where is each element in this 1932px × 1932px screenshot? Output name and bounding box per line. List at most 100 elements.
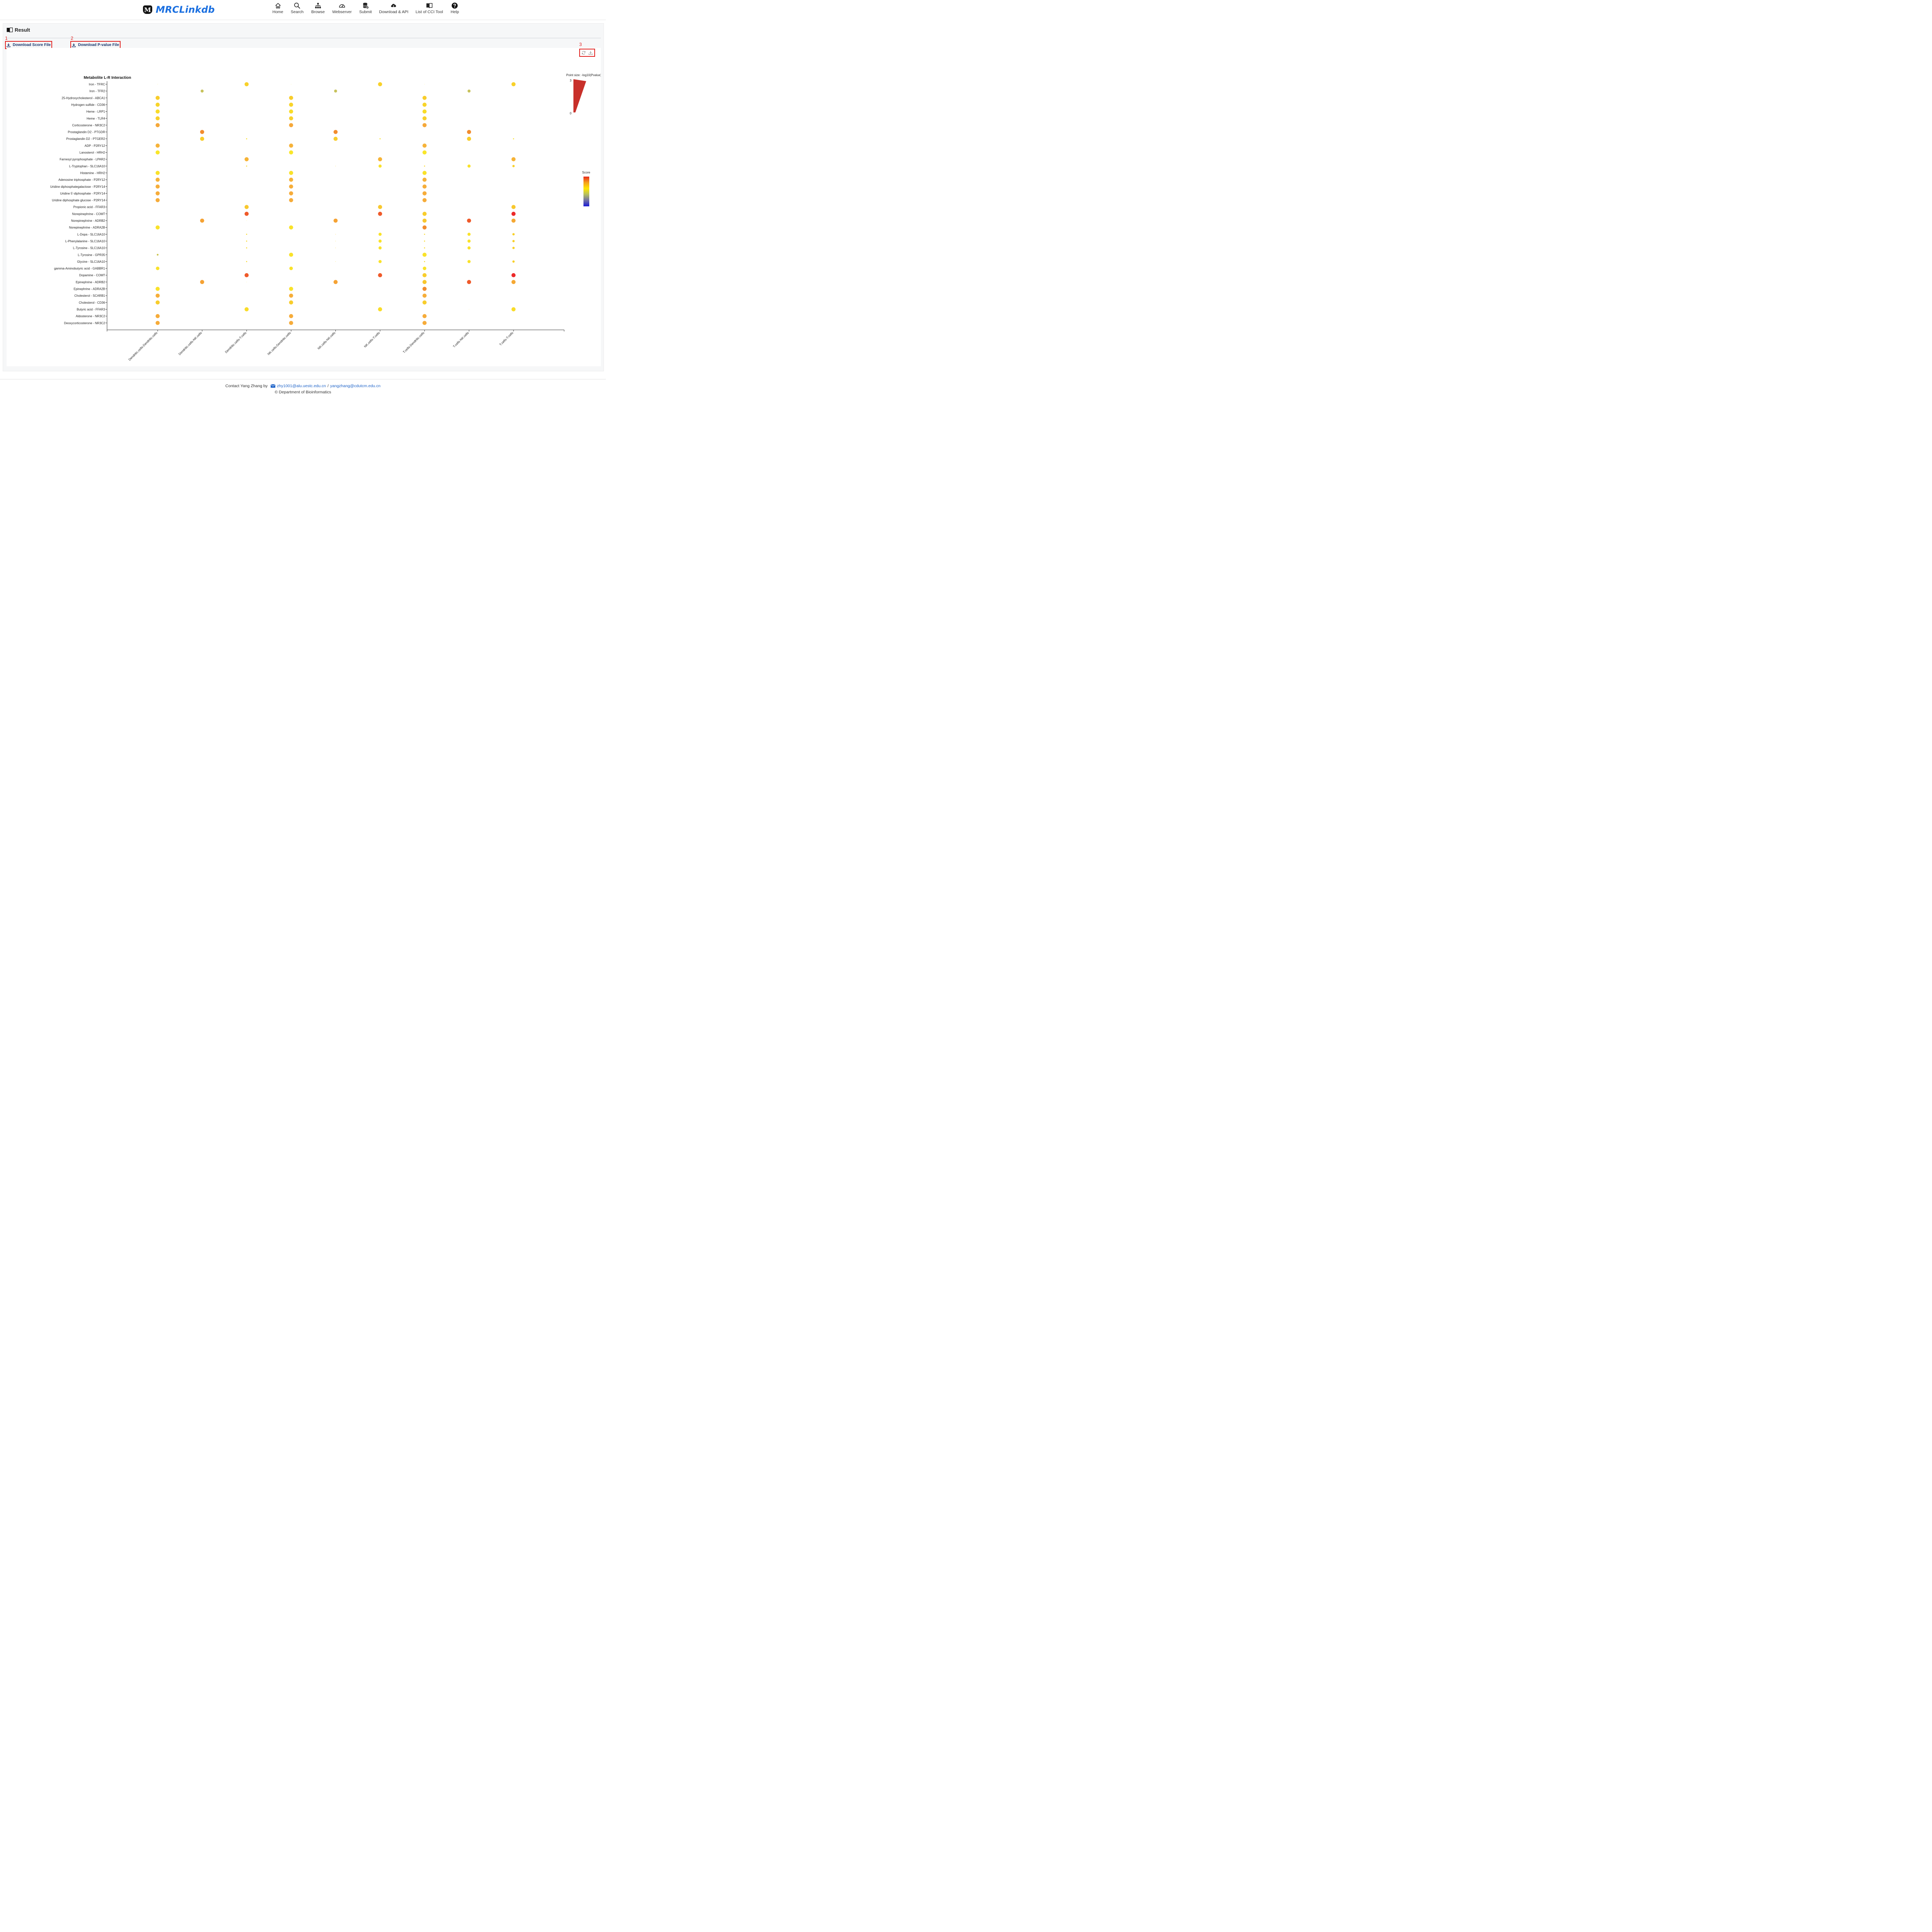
data-point [422,225,427,230]
data-point [244,212,249,216]
data-point [155,116,160,121]
y-tick-label: Heme - LRP1 [87,110,105,114]
nav-download-api[interactable]: Download & API [379,2,408,17]
data-point [513,138,514,139]
y-tick-label: Deoxycorticosterone - NR3C2 [64,321,105,325]
database-icon [363,3,369,9]
x-tick-label: NK.cells-Dendritic.cells [267,331,292,356]
gauge-icon [339,4,345,8]
save-image-button[interactable] [588,51,593,55]
nav-help[interactable]: Help [451,2,459,17]
data-point [378,307,382,311]
logo-badge: M [143,5,152,14]
data-point [424,233,425,235]
data-point [511,307,516,311]
data-point [511,218,516,223]
book-open-icon [7,27,13,32]
size-legend-triangle[interactable] [573,79,586,112]
data-point [422,252,427,257]
download-score-label: Download Score File [13,43,51,47]
data-point [511,212,516,216]
copyright: © Department of Bioinformatics [274,390,332,395]
y-tick-label: Corticosterone - NR3C2 [72,124,105,127]
y-tick-label: Glycine - SLC16A10 [77,260,105,264]
y-tick-label: Norepinephrine - ADRB2 [71,219,105,223]
data-point [155,198,160,202]
x-tick-label: Dendritic.cells-NK.cells [178,331,202,356]
data-point [422,287,427,291]
size-legend-max: 3 [570,79,572,82]
nav-submit[interactable]: Submit [359,2,372,17]
data-point [289,252,293,257]
data-point [155,123,160,128]
data-point [511,273,516,277]
chart-title: Metabolite L-R Interaction [84,76,131,80]
data-point [155,321,160,325]
y-tick-label: Prostaglandin D2 - PTGER2 [66,137,105,141]
data-point [378,239,382,243]
data-point [422,212,427,216]
data-point [378,164,382,168]
y-tick-label: Prostaglandin D2 - PTGDR [68,131,105,134]
y-tick-label: Heme - TLR4 [87,117,105,120]
marker-3: 3 [579,42,582,47]
help-icon [452,2,458,9]
y-tick-label: Epinephrine - ADRB2 [76,281,105,284]
data-point [378,205,382,209]
x-tick-label: Dendritic.cells-T.cells [224,331,247,354]
restore-button[interactable] [582,51,586,55]
size-legend-title: Point size: -log10(Pvalue) [566,73,601,77]
nav-webserver[interactable]: Webserver [332,2,352,17]
nav-submit-label: Submit [359,10,372,14]
nav-browse[interactable]: Browse [311,2,325,17]
marker-2: 2 [71,36,73,41]
data-point [422,184,427,189]
chart-toolbox [579,49,595,57]
chart-container: Metabolite L-R Interaction Iron - TFRC Ir… [7,48,601,366]
y-tick-label: Histamine - HRH2 [80,171,105,175]
color-legend-bar[interactable] [583,177,589,206]
data-point [289,287,293,291]
data-point [246,261,247,262]
data-point [422,280,427,284]
y-tick-label: 25-Hydroxycholesterol - ABCA1 [62,96,105,100]
data-point [378,212,382,216]
data-point [422,150,427,155]
data-point [333,130,338,134]
y-tick-label: Uridine diphosphate glucose - P2RY14 [52,199,105,202]
x-tick-label: T.cells-Dendritic.cells [402,331,425,354]
y-tick-label: Lanosterol - HRH2 [80,151,105,155]
data-point [378,157,382,162]
data-point [424,240,425,242]
data-point [423,266,427,270]
download-icon [7,43,10,47]
email-link-1[interactable]: zhy1001@alu.uestc.edu.cn [277,384,326,388]
data-point [422,143,427,148]
mail-icon [270,384,276,388]
data-point [334,89,337,93]
data-point [467,233,471,236]
y-tick-label: Norepinephrine - COMT [72,212,105,216]
data-point [512,240,515,242]
email-link-2[interactable]: yangzhang@cdutcm.edu.cn [330,384,381,388]
nav-search[interactable]: Search [291,2,304,17]
data-point [155,143,160,148]
data-point [512,233,515,236]
nav-home[interactable]: Home [272,2,283,17]
home-icon [275,3,281,9]
data-point [378,260,382,263]
data-point [155,184,160,189]
data-point [378,82,382,87]
data-point [422,293,427,298]
nav-browse-label: Browse [311,10,325,14]
data-point [155,300,160,305]
site-logo[interactable]: M MRCLinkdb [143,3,215,16]
x-tick-label: T.cells-T.cells [499,331,514,347]
nav-cci-tool-list[interactable]: List of CCI Tool [415,2,443,17]
book-icon [426,3,433,8]
y-tick-label: Uridine diphosphategalactose - P2RY14 [50,185,105,189]
data-point [246,233,247,235]
data-point [289,225,293,230]
y-tick-label: Dopamine - COMT [79,274,105,277]
y-tick-label: gamma-Aminobutyric acid - GABBR1 [54,267,105,270]
